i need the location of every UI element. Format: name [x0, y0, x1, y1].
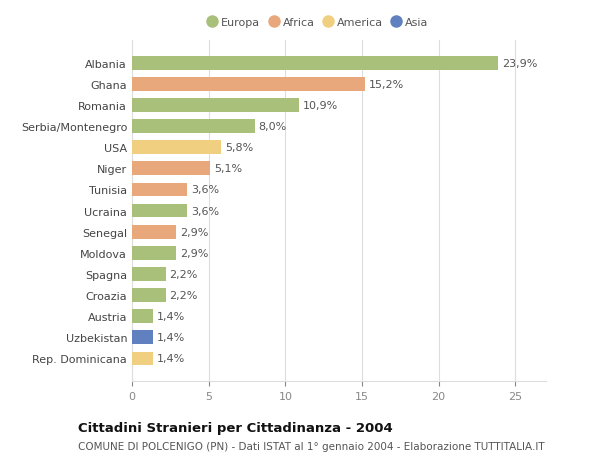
Bar [132, 268, 166, 281]
Text: 3,6%: 3,6% [191, 185, 219, 195]
Bar [132, 246, 176, 260]
Text: 23,9%: 23,9% [502, 59, 538, 68]
Bar [132, 78, 365, 91]
Text: 2,9%: 2,9% [181, 227, 209, 237]
Text: 1,4%: 1,4% [157, 333, 185, 342]
Text: 5,8%: 5,8% [225, 143, 253, 153]
Bar [132, 204, 187, 218]
Text: 2,2%: 2,2% [170, 269, 198, 280]
Bar [132, 331, 154, 344]
Bar [132, 120, 254, 134]
Text: 5,1%: 5,1% [214, 164, 242, 174]
Text: 1,4%: 1,4% [157, 312, 185, 321]
Text: 3,6%: 3,6% [191, 206, 219, 216]
Bar [132, 57, 499, 70]
Bar [132, 162, 210, 176]
Text: 15,2%: 15,2% [369, 80, 404, 90]
Text: Cittadini Stranieri per Cittadinanza - 2004: Cittadini Stranieri per Cittadinanza - 2… [78, 421, 393, 434]
Bar [132, 141, 221, 155]
Legend: Europa, Africa, America, Asia: Europa, Africa, America, Asia [203, 13, 433, 33]
Text: 1,4%: 1,4% [157, 354, 185, 364]
Text: 2,2%: 2,2% [170, 291, 198, 301]
Text: 2,9%: 2,9% [181, 248, 209, 258]
Text: COMUNE DI POLCENIGO (PN) - Dati ISTAT al 1° gennaio 2004 - Elaborazione TUTTITAL: COMUNE DI POLCENIGO (PN) - Dati ISTAT al… [78, 441, 545, 451]
Bar [132, 99, 299, 112]
Text: 8,0%: 8,0% [259, 122, 287, 132]
Bar [132, 289, 166, 302]
Bar [132, 225, 176, 239]
Bar [132, 310, 154, 324]
Text: 10,9%: 10,9% [303, 101, 338, 111]
Bar [132, 183, 187, 197]
Bar [132, 352, 154, 365]
